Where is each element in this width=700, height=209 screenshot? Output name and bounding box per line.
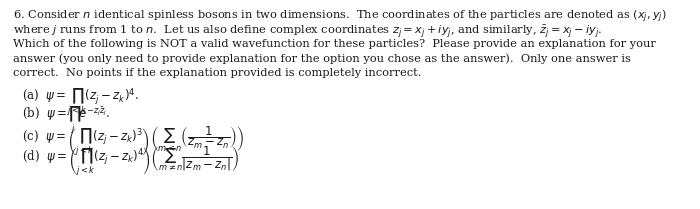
Text: Which of the following is NOT a valid wavefunction for these particles?  Please : Which of the following is NOT a valid wa… xyxy=(13,39,656,49)
Text: answer (you only need to provide explanation for the option you chose as the ans: answer (you only need to provide explana… xyxy=(13,54,631,64)
Text: (b)  $\psi = \prod_j e^{-z_j\bar{z}_j}$.: (b) $\psi = \prod_j e^{-z_j\bar{z}_j}$. xyxy=(22,104,111,136)
Text: 6. Consider $n$ identical spinless bosons in two dimensions.  The coordinates of: 6. Consider $n$ identical spinless boson… xyxy=(13,9,667,25)
Text: (d)  $\psi = \left(\prod_{j<k}(z_j - z_k)^4\right)\left(\sum_{m\neq n}\dfrac{1}{: (d) $\psi = \left(\prod_{j<k}(z_j - z_k)… xyxy=(22,144,239,178)
Text: (a)  $\psi = \prod_{j<k}(z_j - z_k)^4$.: (a) $\psi = \prod_{j<k}(z_j - z_k)^4$. xyxy=(22,87,139,118)
Text: (c)  $\psi = \left(\prod_{j<k}(z_j - z_k)^3\right)\left(\sum_{m<n}\left(\dfrac{1: (c) $\psi = \left(\prod_{j<k}(z_j - z_k)… xyxy=(22,124,244,158)
Text: where $j$ runs from 1 to $n$.  Let us also define complex coordinates $z_j = x_j: where $j$ runs from 1 to $n$. Let us als… xyxy=(13,24,603,40)
Text: correct.  No points if the explanation provided is completely incorrect.: correct. No points if the explanation pr… xyxy=(13,68,421,78)
